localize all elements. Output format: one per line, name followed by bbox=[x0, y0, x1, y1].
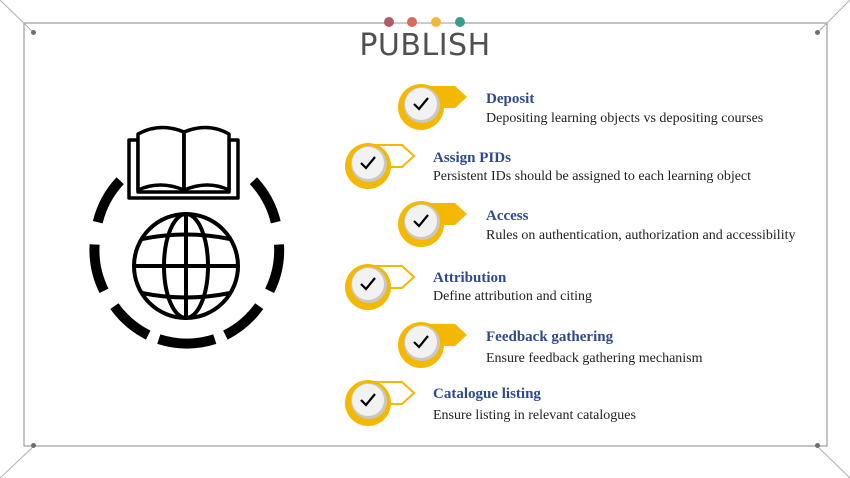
checkmark-badge bbox=[345, 143, 416, 189]
item-description: Persistent IDs should be assigned to eac… bbox=[433, 169, 752, 184]
open-book-icon bbox=[127, 125, 240, 200]
checkmark-icon bbox=[360, 156, 376, 170]
frame-corner-dot bbox=[815, 443, 820, 448]
checkmark-icon bbox=[413, 214, 429, 228]
frame-corner-dot bbox=[815, 30, 820, 35]
frame-corner-dot bbox=[31, 443, 36, 448]
checkmark-badge bbox=[398, 322, 467, 368]
globe-icon bbox=[132, 212, 240, 320]
checkmark-icon bbox=[360, 393, 376, 407]
checkmark-icon bbox=[413, 97, 429, 111]
checkmark-badge bbox=[345, 380, 416, 426]
checkmark-icon bbox=[360, 277, 376, 291]
publish-emblem bbox=[89, 125, 285, 349]
segmented-ring bbox=[89, 177, 285, 349]
item-heading: Assign PIDs bbox=[433, 150, 511, 166]
item-heading: Feedback gathering bbox=[486, 329, 614, 345]
item-heading: Catalogue listing bbox=[433, 386, 541, 402]
item-heading: Deposit bbox=[486, 91, 535, 107]
item-description: Define attribution and citing bbox=[433, 289, 593, 304]
title-dot bbox=[384, 17, 394, 27]
title-dot bbox=[455, 17, 465, 27]
item-description: Rules on authentication, authorization a… bbox=[486, 228, 796, 243]
checkmark-badge bbox=[345, 264, 416, 310]
title-ornament bbox=[382, 17, 472, 29]
item-heading: Attribution bbox=[433, 270, 507, 286]
checkmark-icon bbox=[413, 335, 429, 349]
title-dot bbox=[431, 17, 441, 27]
item-description: Ensure feedback gathering mechanism bbox=[486, 351, 703, 366]
title-dot bbox=[407, 17, 417, 27]
page-title: PUBLISH bbox=[359, 28, 491, 63]
frame-corner-dot bbox=[31, 30, 36, 35]
item-heading: Access bbox=[486, 208, 529, 224]
checkmark-badge bbox=[398, 84, 467, 130]
checkmark-badge bbox=[398, 201, 467, 247]
item-description: Ensure listing in relevant catalogues bbox=[433, 408, 636, 423]
item-description: Depositing learning objects vs depositin… bbox=[486, 111, 764, 126]
